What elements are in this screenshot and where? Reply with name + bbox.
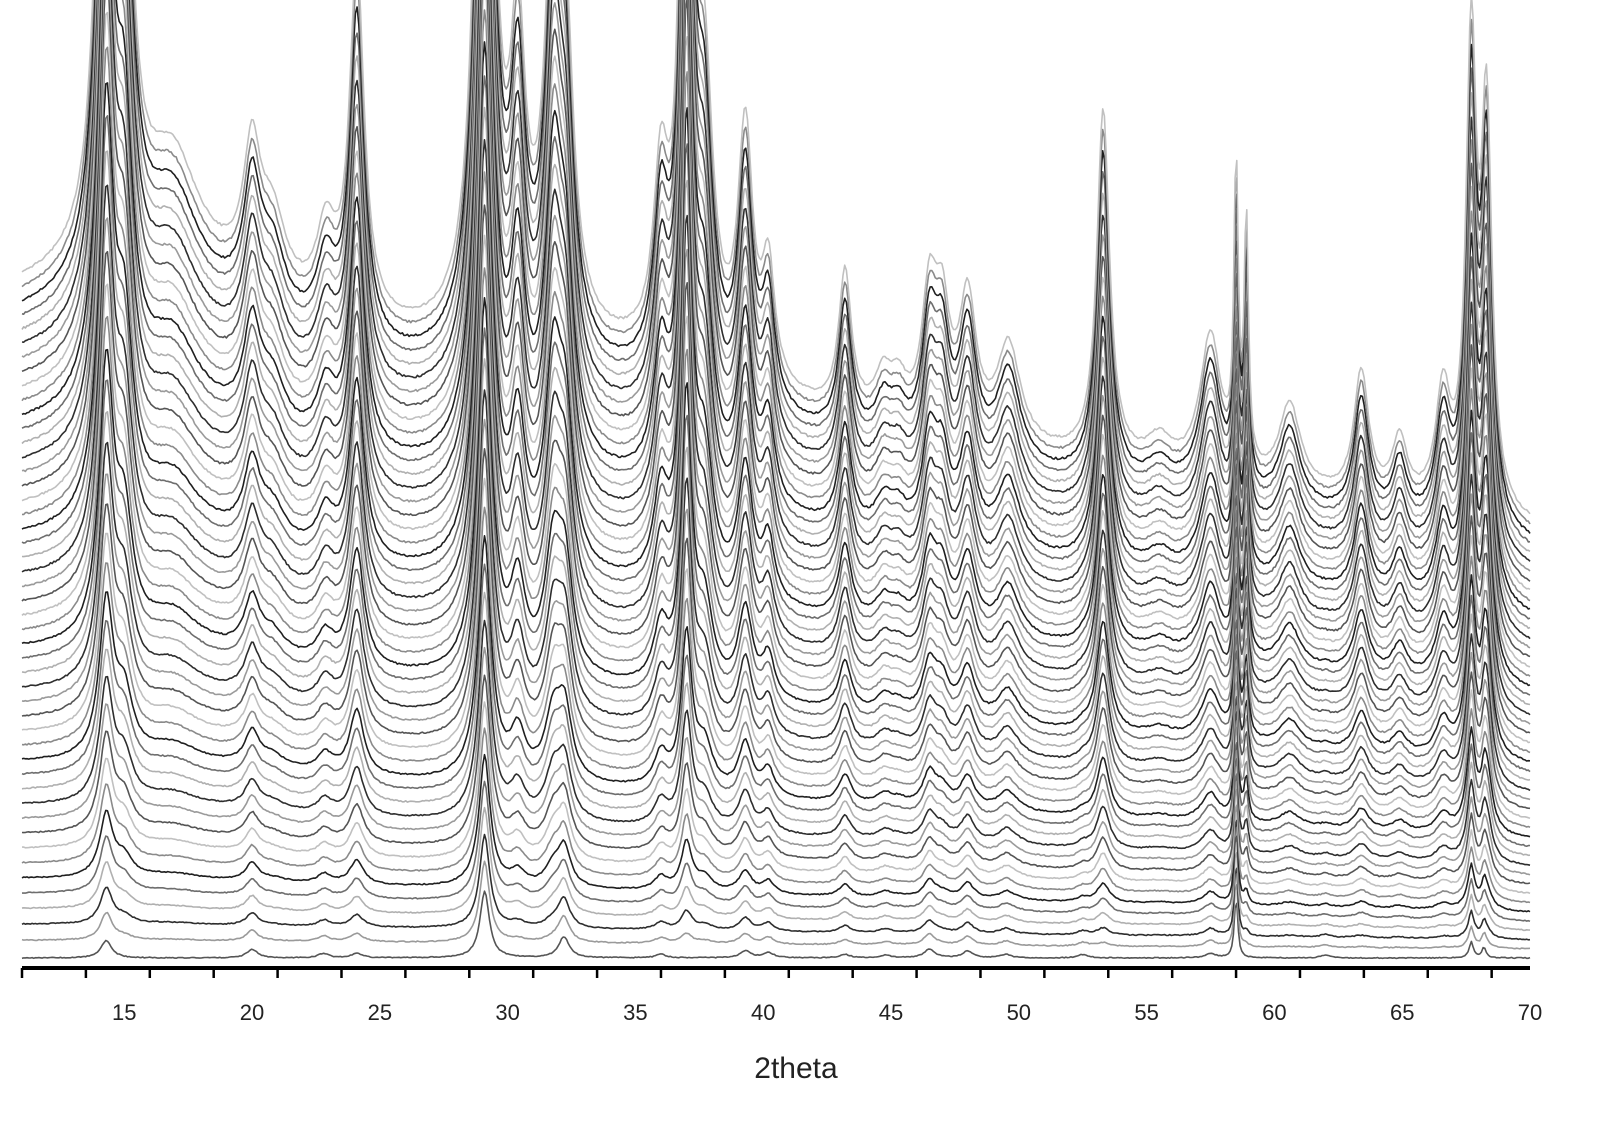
x-tick-label: 20 — [240, 1000, 264, 1025]
series-line-28 — [21, 106, 1531, 706]
series-line-4 — [21, 806, 1531, 932]
series-line-14 — [21, 535, 1531, 838]
series-line-7 — [21, 727, 1531, 904]
series-line-26 — [21, 171, 1531, 725]
x-tick-label: 60 — [1262, 1000, 1286, 1025]
x-tick-label: 55 — [1134, 1000, 1158, 1025]
x-tick-label: 30 — [495, 1000, 519, 1025]
series-line-34 — [21, 0, 1531, 649]
series-line-44 — [21, 0, 1531, 552]
series-line-18 — [21, 418, 1531, 801]
series-line-11 — [22, 619, 1531, 866]
series-line-31 — [21, 9, 1531, 677]
series-line-3 — [21, 833, 1531, 941]
series-line-17 — [21, 448, 1531, 810]
series-line-1 — [21, 890, 1531, 960]
x-axis-title: 2theta — [754, 1052, 838, 1085]
x-tick-label: 50 — [1007, 1000, 1031, 1025]
x-tick-label: 25 — [368, 1000, 392, 1025]
series-line-12 — [21, 591, 1531, 857]
series-line-38 — [21, 0, 1531, 610]
x-tick-label: 65 — [1390, 1000, 1414, 1025]
series-line-33 — [21, 0, 1531, 658]
series-line-15 — [21, 506, 1531, 828]
x-tick-label: 35 — [623, 1000, 647, 1025]
x-axis-ticks: 15 20 25 30 35 40 45 50 55 60 65 70 — [20, 968, 1542, 1025]
series-line-46 — [21, 0, 1531, 534]
series-line-41 — [21, 0, 1531, 582]
series-line-2 — [21, 860, 1531, 950]
series-line-6 — [21, 753, 1531, 913]
series-line-24 — [21, 234, 1531, 744]
series-line-9 — [21, 674, 1531, 885]
series-line-43 — [21, 0, 1531, 562]
trace-group — [21, 0, 1531, 960]
series-line-37 — [21, 0, 1531, 620]
series-line-20 — [21, 358, 1531, 781]
x-tick-label: 15 — [112, 1000, 136, 1025]
series-line-40 — [21, 0, 1531, 591]
series-line-42 — [21, 0, 1531, 572]
series-line-13 — [21, 563, 1531, 847]
series-line-32 — [21, 0, 1531, 668]
x-tick-label: 70 — [1518, 1000, 1542, 1025]
series-line-22 — [21, 297, 1531, 762]
x-tick-label: 40 — [751, 1000, 775, 1025]
series-line-29 — [21, 75, 1531, 696]
series-line-19 — [21, 389, 1531, 792]
series-line-47 — [21, 0, 1531, 525]
series-line-8 — [22, 701, 1531, 895]
series-line-27 — [21, 139, 1531, 716]
series-line-48 — [21, 0, 1531, 515]
series-line-45 — [21, 0, 1531, 543]
series-line-10 — [21, 646, 1531, 876]
series-line-21 — [21, 327, 1531, 773]
series-line-39 — [21, 0, 1531, 602]
series-line-23 — [21, 267, 1531, 754]
series-line-30 — [21, 41, 1531, 687]
x-tick-label: 45 — [879, 1000, 903, 1025]
series-line-16 — [21, 477, 1531, 820]
series-line-5 — [21, 780, 1531, 923]
series-line-36 — [21, 0, 1531, 630]
series-line-35 — [21, 0, 1531, 640]
series-line-25 — [21, 204, 1531, 734]
